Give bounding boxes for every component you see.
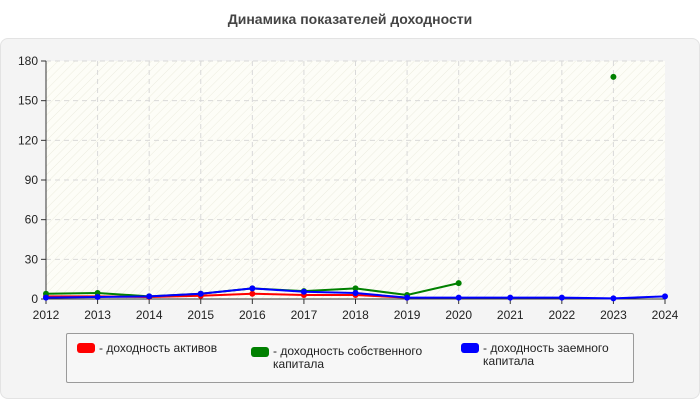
legend-swatch-debt <box>461 343 479 353</box>
grid-lines <box>46 60 665 299</box>
data-point <box>455 294 462 301</box>
data-point <box>94 294 101 301</box>
x-tick-label: 2021 <box>497 308 524 322</box>
data-point <box>610 295 617 302</box>
y-tick-label: 60 <box>25 213 39 227</box>
x-tick-label: 2024 <box>652 308 679 322</box>
y-tick-label: 180 <box>18 54 38 68</box>
x-tick-label: 2016 <box>239 308 266 322</box>
data-point <box>249 290 256 297</box>
data-point <box>197 290 204 297</box>
x-tick-label: 2018 <box>342 308 369 322</box>
x-tick-label: 2019 <box>394 308 421 322</box>
y-tick-labels: 0 30 60 90 120 150 180 <box>18 54 38 306</box>
data-point <box>610 73 617 80</box>
data-point <box>300 288 307 295</box>
data-point <box>352 285 359 292</box>
data-point <box>662 293 668 300</box>
legend-label-debt: - доходность заемного капитала <box>483 341 609 368</box>
x-tick-labels: 2012 2013 2014 2015 2016 2017 2018 2019 2020 2021… <box>33 308 679 322</box>
data-point <box>507 294 514 301</box>
y-tick-label: 150 <box>18 94 38 108</box>
y-tick-label: 0 <box>31 292 38 306</box>
data-point <box>249 285 256 292</box>
x-tick-label: 2023 <box>600 308 627 322</box>
x-tick-label: 2013 <box>84 308 111 322</box>
series-2 <box>43 285 668 302</box>
data-point <box>404 294 411 301</box>
legend-label-assets: - доходность активов <box>99 341 218 355</box>
x-tick-label: 2014 <box>136 308 163 322</box>
x-tick-label: 2022 <box>548 308 575 322</box>
legend-swatch-assets <box>77 343 95 353</box>
y-tick-label: 30 <box>25 252 39 266</box>
y-tick-label: 120 <box>18 133 38 147</box>
x-tick-label: 2015 <box>187 308 214 322</box>
data-point <box>43 294 49 301</box>
data-point <box>352 290 359 297</box>
x-tick-label: 2017 <box>291 308 318 322</box>
chart-title: Динамика показателей доходности <box>227 11 473 27</box>
data-point <box>146 293 153 300</box>
data-point <box>455 280 462 287</box>
legend-swatch-equity <box>251 347 269 357</box>
x-tick-label: 2012 <box>33 308 60 322</box>
legend-label-equity: - доходность собственного капитала <box>273 344 423 371</box>
data-point <box>558 294 565 301</box>
series-layer <box>43 73 668 302</box>
x-tick-label: 2020 <box>445 308 472 322</box>
y-tick-label: 90 <box>25 173 39 187</box>
legend: - доходность активов - доходность собств… <box>66 333 634 383</box>
